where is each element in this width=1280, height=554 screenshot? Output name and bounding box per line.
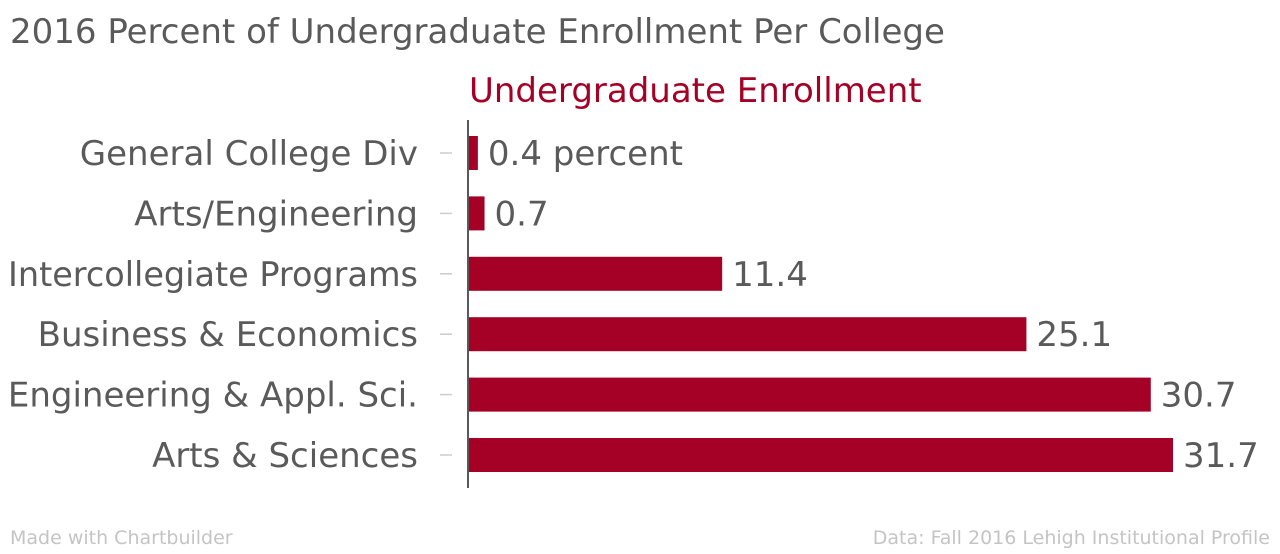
y-tick-label: Arts & Sciences — [152, 436, 418, 476]
bar — [469, 256, 723, 291]
footer-source: Data: Fall 2016 Lehigh Institutional Pro… — [872, 527, 1270, 549]
data-label: 11.4 — [732, 255, 808, 295]
y-tick-label: Engineering & Appl. Sci. — [8, 376, 418, 416]
bar — [469, 317, 1027, 352]
bar — [469, 438, 1173, 472]
data-label: 30.7 — [1161, 376, 1237, 416]
legend-label: Undergraduate Enrollment — [469, 71, 922, 111]
bar — [469, 136, 478, 170]
footer-credit: Made with Chartbuilder — [10, 527, 233, 549]
data-label: 31.7 — [1183, 436, 1259, 476]
y-tick-label: Business & Economics — [38, 315, 418, 355]
chart-title: 2016 Percent of Undergraduate Enrollment… — [10, 12, 945, 52]
y-tick-label: Arts/Engineering — [134, 194, 418, 234]
bar — [469, 196, 485, 231]
data-label: 0.4 percent — [488, 134, 683, 174]
bar — [469, 377, 1151, 412]
y-tick-label: Intercollegiate Programs — [8, 255, 418, 295]
data-label: 0.7 — [495, 194, 549, 234]
y-tick-label: General College Div — [80, 134, 418, 174]
data-label: 25.1 — [1036, 315, 1112, 355]
